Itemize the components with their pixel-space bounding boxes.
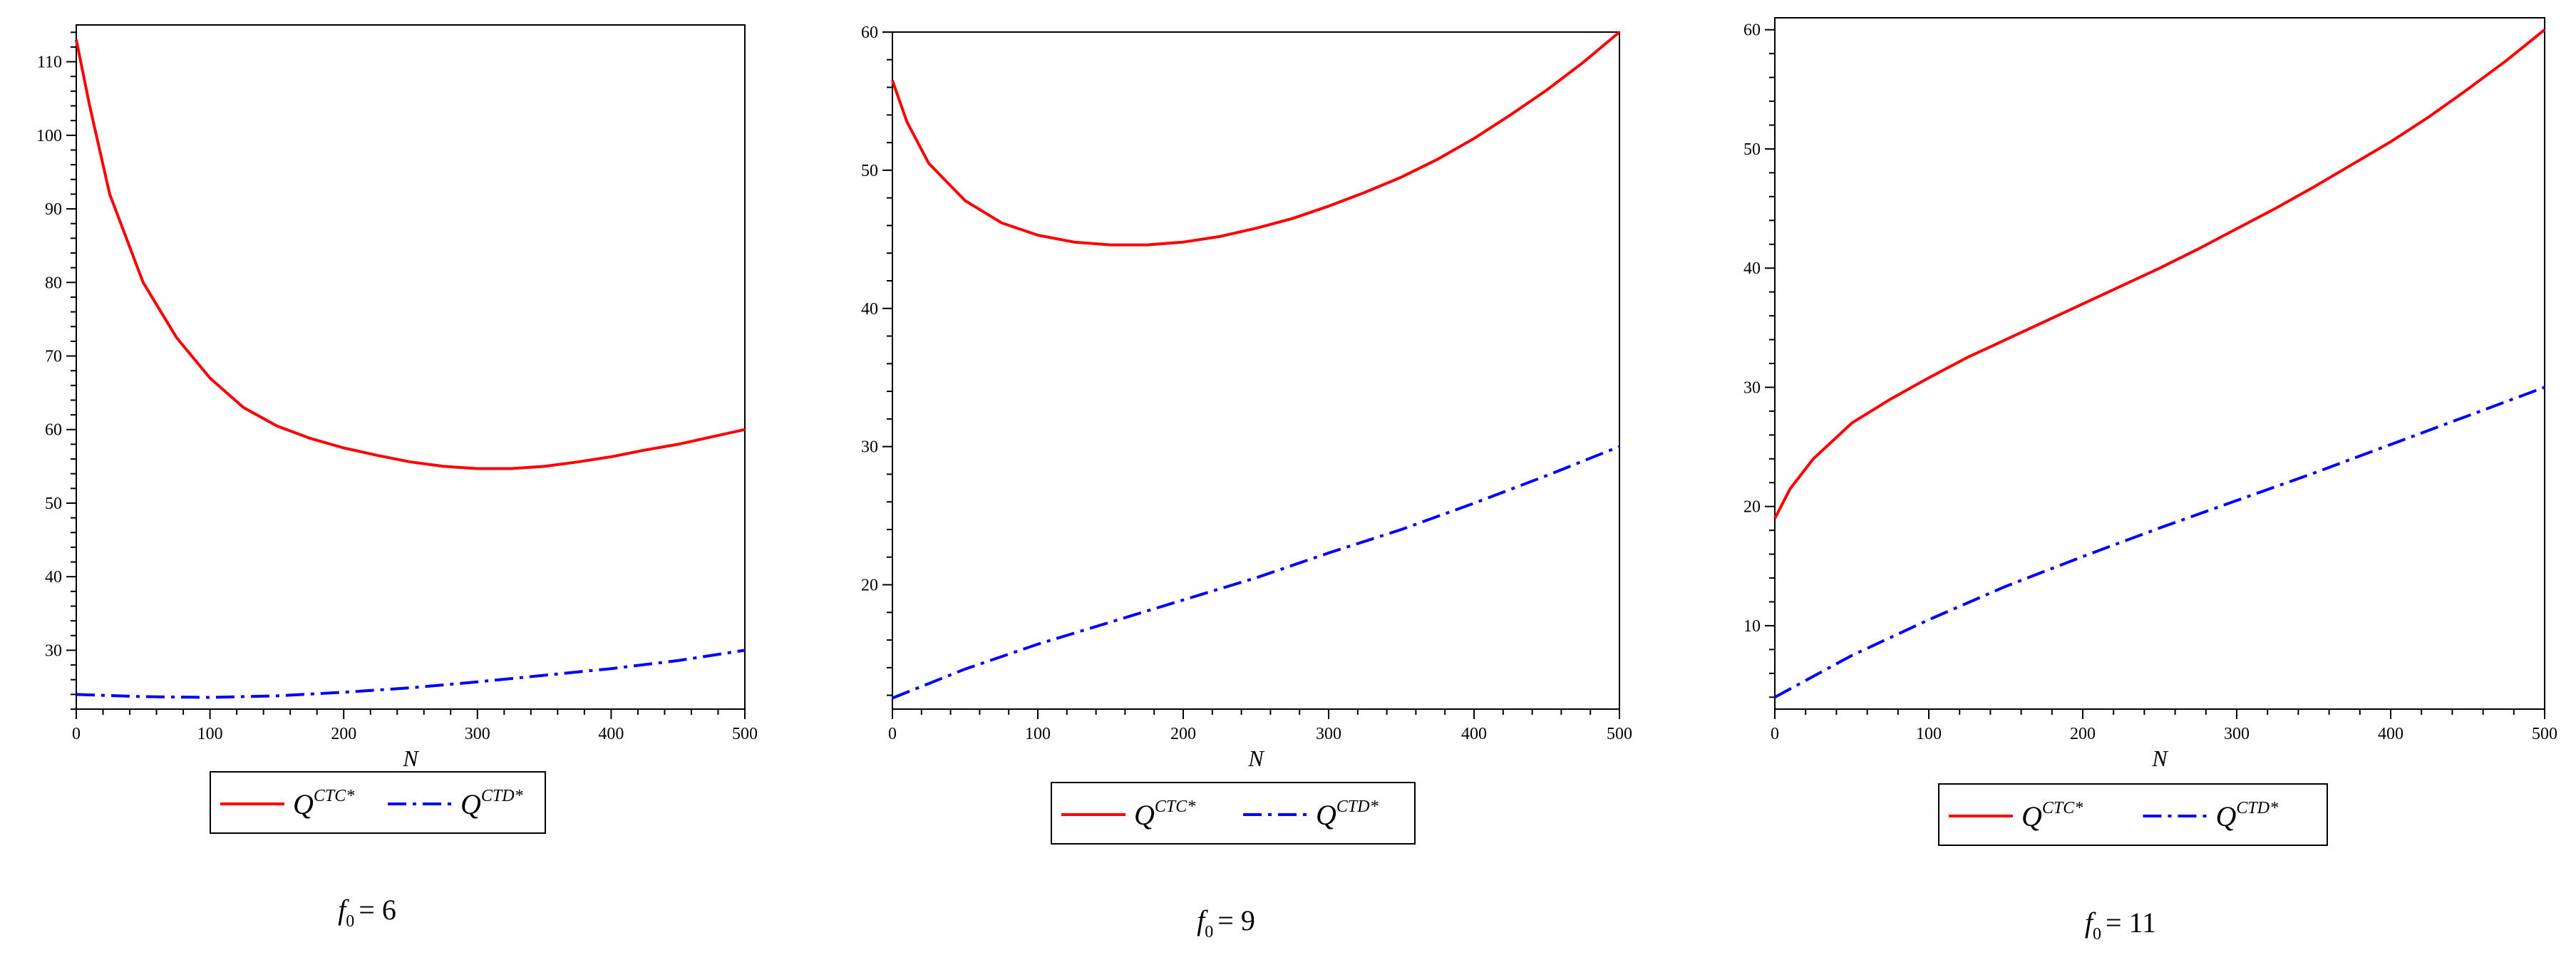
legend-label-sup: CTD* (481, 787, 523, 805)
y-tick-label: 50 (861, 162, 878, 180)
caption-value: = 9 (1217, 904, 1255, 936)
x-tick-label: 300 (465, 725, 490, 743)
x-tick-label: 500 (2532, 725, 2557, 743)
chart-panel-2: 0 100 200 300 400 500 20 30 40 50 60 N QCTC* QCTD* f0 =… (861, 24, 1632, 941)
series-line-ctd-star (76, 649, 746, 699)
y-tick-label: 20 (861, 577, 878, 595)
y-tick-label: 100 (36, 127, 62, 145)
legend-label-sup: CTC* (1155, 797, 1195, 816)
caption-subscript: 0 (346, 912, 354, 931)
panel-caption: f0 = 9 (1197, 904, 1255, 941)
x-tick-label: 300 (2224, 725, 2250, 743)
x-axis-title: N (2151, 745, 2168, 771)
legend-label: QCTD* (2216, 799, 2279, 832)
legend-label-sup: CTC* (314, 787, 354, 805)
chart-panel-1: 0 100 200 300 400 500 30 40 50 60 70 80 90 100 110 NQCT… (36, 24, 758, 931)
y-tick-label: 40 (45, 568, 62, 587)
plot-frame (76, 24, 746, 710)
plot-frame (892, 31, 1620, 710)
x-tick-label: 200 (2070, 725, 2096, 743)
x-tick-label: 100 (1916, 725, 1942, 743)
y-tick-label: 60 (1743, 21, 1761, 40)
y-tick-label: 60 (45, 421, 62, 440)
caption-value: = 11 (2106, 907, 2156, 939)
legend: QCTC* QCTD* (210, 771, 546, 834)
y-tick-label: 70 (45, 348, 62, 366)
panel-caption: f0 = 6 (338, 894, 396, 931)
panel-caption: f0 = 11 (2085, 907, 2156, 944)
legend: QCTC* QCTD* (1938, 783, 2328, 846)
caption-subscript: 0 (2093, 925, 2101, 944)
x-tick-label: 300 (1316, 725, 1341, 743)
series-line-ctc-star (75, 39, 746, 470)
y-tick-label: 50 (45, 495, 62, 513)
x-tick-label: 200 (1170, 725, 1196, 743)
caption-value: = 6 (359, 894, 396, 926)
y-tick-label: 110 (37, 53, 62, 72)
x-axis-title: N (402, 745, 419, 771)
y-tick-label: 40 (861, 300, 878, 319)
legend: QCTC* QCTD* (1051, 782, 1416, 845)
x-tick-label: 0 (888, 725, 897, 743)
y-tick-label: 20 (1743, 498, 1761, 517)
series-line-ctc-star (1773, 29, 2546, 520)
x-tick-label: 0 (1771, 725, 1779, 743)
y-tick-label: 30 (45, 641, 62, 660)
y-tick-label: 30 (861, 438, 878, 457)
x-tick-label: 500 (732, 725, 758, 743)
y-tick-label: 10 (1743, 617, 1761, 636)
x-tick-label: 400 (1461, 725, 1487, 743)
y-tick-label: 30 (1743, 378, 1761, 397)
legend-label-sup: CTD* (1336, 797, 1379, 816)
y-tick-label: 60 (861, 24, 878, 42)
y-tick-label: 40 (1743, 259, 1761, 278)
series-line-ctd-star (1774, 386, 2545, 699)
x-tick-label: 100 (197, 725, 223, 743)
y-tick-label: 80 (45, 274, 62, 292)
caption-subscript: 0 (1205, 923, 1213, 941)
y-tick-label: 50 (1743, 140, 1761, 159)
x-tick-label: 400 (598, 725, 624, 743)
series-line-ctd-star (892, 445, 1620, 700)
plot-frame (1774, 17, 2545, 710)
x-tick-label: 100 (1025, 725, 1051, 743)
x-tick-label: 0 (72, 725, 81, 743)
legend-label-sup: CTD* (2236, 799, 2278, 817)
x-tick-label: 200 (331, 725, 356, 743)
x-tick-label: 400 (2378, 725, 2404, 743)
x-tick-label: 500 (1607, 725, 1632, 743)
legend-label-sup: CTC* (2042, 799, 2083, 817)
y-tick-label: 90 (45, 200, 62, 219)
series-line-ctc-star (891, 31, 1621, 247)
legend-label: QCTC* (2021, 799, 2083, 832)
x-axis-title: N (1247, 745, 1264, 771)
